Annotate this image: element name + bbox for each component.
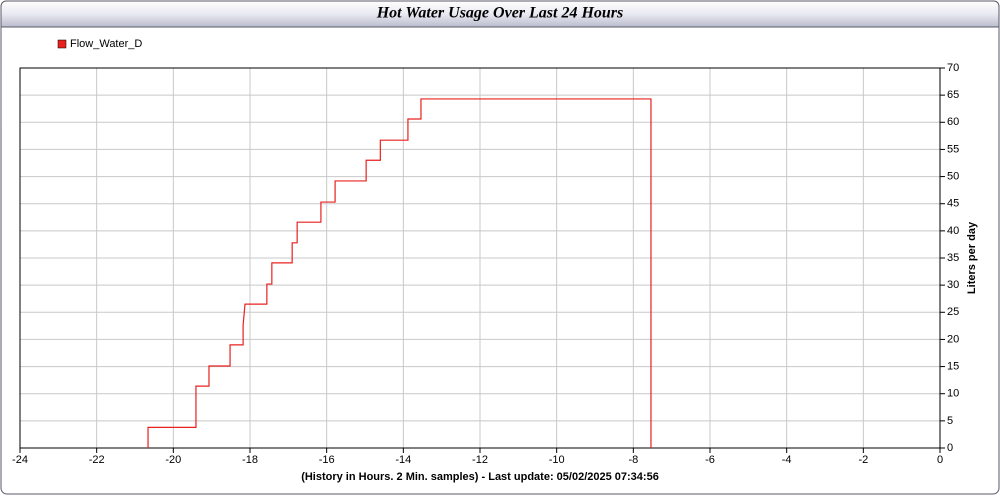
plot-border (19, 67, 941, 449)
title-bar (0, 0, 1000, 28)
x-tick-label: -20 (165, 454, 181, 466)
x-tick-label: -22 (89, 454, 105, 466)
y-tick-label: 40 (947, 225, 959, 237)
y-tick-label: 50 (947, 170, 959, 182)
y-tick-label: 35 (947, 252, 959, 264)
x-tick-label: -12 (472, 454, 488, 466)
x-tick-label: -18 (242, 454, 258, 466)
x-tick-label: -14 (395, 454, 411, 466)
y-tick-label: 25 (947, 306, 959, 318)
x-tick-label: -6 (705, 454, 715, 466)
y-tick-label: 20 (947, 333, 959, 345)
legend-label: Flow_Water_D (70, 38, 142, 50)
y-tick-label: 70 (947, 62, 959, 74)
x-tick-label: -10 (549, 454, 565, 466)
x-tick-label: -4 (782, 454, 792, 466)
legend-swatch (57, 39, 67, 49)
y-axis-label: Liters per day (966, 221, 978, 294)
chart-title: Hot Water Usage Over Last 24 Hours (376, 5, 624, 22)
x-tick-label: -24 (12, 454, 28, 466)
y-tick-label: 55 (947, 143, 959, 155)
y-tick-label: 5 (947, 415, 953, 427)
x-tick-label: -2 (858, 454, 868, 466)
y-tick-label: 15 (947, 360, 959, 372)
y-tick-label: 45 (947, 198, 959, 210)
y-tick-label: 10 (947, 388, 959, 400)
y-tick-label: 30 (947, 279, 959, 291)
x-tick-label: 0 (937, 454, 943, 466)
x-tick-label: -8 (628, 454, 638, 466)
x-axis-label: (History in Hours. 2 Min. samples) - Las… (301, 471, 659, 483)
y-tick-label: 60 (947, 116, 959, 128)
data-line (147, 98, 652, 448)
y-tick-label: 0 (947, 442, 953, 454)
y-tick-label: 65 (947, 89, 959, 101)
x-tick-label: -16 (319, 454, 335, 466)
